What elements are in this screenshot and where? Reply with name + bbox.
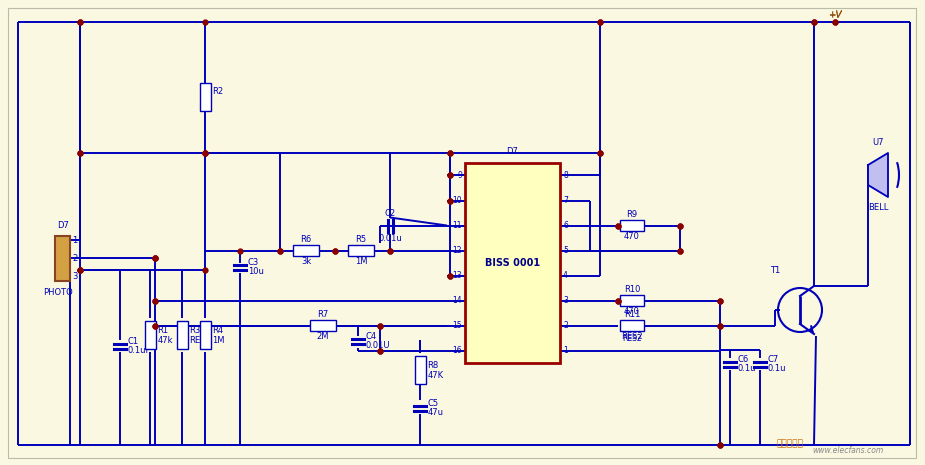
- Text: 16: 16: [452, 346, 462, 355]
- Text: 1: 1: [563, 346, 568, 355]
- Text: 3k: 3k: [301, 257, 311, 266]
- Text: 6: 6: [563, 221, 568, 230]
- Text: R2: R2: [213, 87, 224, 97]
- Text: R6: R6: [301, 235, 312, 244]
- Text: RES2: RES2: [623, 333, 642, 343]
- Text: BISS 0001: BISS 0001: [485, 258, 540, 268]
- Text: www.elecfans.com: www.elecfans.com: [812, 446, 883, 455]
- Text: 15: 15: [452, 321, 462, 330]
- Text: R9: R9: [626, 210, 637, 219]
- Polygon shape: [868, 153, 888, 197]
- Text: C2: C2: [385, 208, 396, 218]
- Text: 电子发烧友: 电子发烧友: [777, 439, 804, 448]
- Text: 2M: 2M: [316, 332, 329, 341]
- Text: 4: 4: [563, 271, 568, 280]
- Text: 47k: 47k: [157, 336, 173, 345]
- Text: 1M: 1M: [213, 336, 225, 345]
- Bar: [620, 295, 644, 306]
- Text: 0.01u: 0.01u: [378, 233, 401, 243]
- Text: D7: D7: [57, 221, 68, 230]
- Text: 0.1u: 0.1u: [768, 364, 786, 372]
- Bar: [177, 321, 188, 349]
- Text: RES4: RES4: [190, 336, 211, 345]
- Text: 10: 10: [452, 196, 462, 205]
- Text: BELL: BELL: [868, 203, 888, 212]
- Bar: [200, 321, 211, 349]
- Text: C7: C7: [768, 354, 779, 364]
- Bar: [144, 321, 155, 349]
- Text: R11: R11: [623, 310, 640, 319]
- Text: R10: R10: [623, 285, 640, 294]
- Text: +V: +V: [828, 11, 842, 20]
- Text: C1: C1: [128, 337, 139, 345]
- Text: 47K: 47K: [427, 371, 444, 379]
- Text: 47u: 47u: [428, 407, 444, 417]
- Text: 7: 7: [563, 196, 568, 205]
- Text: 8: 8: [563, 171, 568, 180]
- Text: R5: R5: [355, 235, 366, 244]
- Bar: [293, 245, 319, 256]
- Text: 12: 12: [452, 246, 462, 255]
- Text: R8: R8: [427, 360, 438, 370]
- Text: +V: +V: [828, 10, 842, 19]
- Bar: [200, 83, 211, 111]
- Text: 1: 1: [72, 235, 78, 245]
- Text: T1: T1: [770, 266, 781, 275]
- Bar: [414, 356, 426, 384]
- Text: C4: C4: [366, 332, 377, 341]
- Bar: [620, 320, 644, 331]
- Text: U7: U7: [872, 138, 883, 147]
- Text: 3: 3: [563, 296, 568, 305]
- Text: D7: D7: [507, 147, 518, 156]
- Text: 14: 14: [452, 296, 462, 305]
- Text: 3: 3: [72, 272, 78, 280]
- Text: 0.01U: 0.01U: [366, 341, 390, 350]
- Text: 470: 470: [624, 307, 640, 316]
- Text: 9: 9: [457, 171, 462, 180]
- Bar: [55, 236, 70, 281]
- Text: R1: R1: [157, 326, 168, 334]
- Text: 1M: 1M: [355, 257, 367, 266]
- Text: C6: C6: [738, 354, 749, 364]
- Text: C5: C5: [428, 399, 439, 407]
- Bar: [310, 320, 336, 331]
- Text: 2: 2: [72, 253, 78, 263]
- Text: 5: 5: [563, 246, 568, 255]
- Text: PHOTO: PHOTO: [43, 288, 73, 297]
- Text: R7: R7: [317, 310, 328, 319]
- Bar: [465, 163, 560, 363]
- Text: RES2: RES2: [622, 332, 643, 341]
- Text: 13: 13: [452, 271, 462, 280]
- Text: 0.1u: 0.1u: [738, 364, 757, 372]
- Bar: [620, 220, 644, 231]
- Text: R4: R4: [213, 326, 224, 334]
- Text: 2: 2: [563, 321, 568, 330]
- Bar: [348, 245, 374, 256]
- Text: 0.1uF: 0.1uF: [128, 345, 152, 354]
- Text: 10u: 10u: [248, 267, 264, 276]
- Text: 470: 470: [624, 232, 640, 241]
- Text: C3: C3: [248, 258, 259, 267]
- Text: 11: 11: [452, 221, 462, 230]
- Text: R3: R3: [190, 326, 201, 334]
